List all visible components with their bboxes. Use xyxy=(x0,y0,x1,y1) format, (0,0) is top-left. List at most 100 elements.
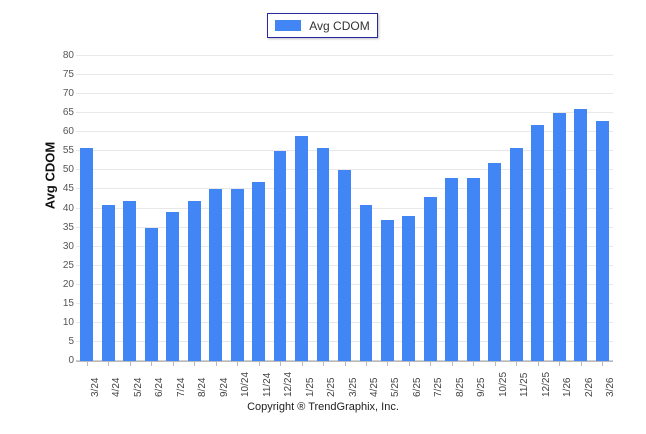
bar[interactable] xyxy=(552,113,566,361)
x-axis-tick xyxy=(237,361,239,366)
chart-legend[interactable]: Avg CDOM xyxy=(267,13,378,38)
x-axis-tick-label: 12/25 xyxy=(540,371,552,397)
x-axis-tick-label: 3/26 xyxy=(605,377,617,397)
bar[interactable] xyxy=(338,170,351,361)
y-axis-tick-label: 30 xyxy=(62,240,74,252)
x-axis-tick xyxy=(430,361,432,366)
x-axis-tick-label: 8/25 xyxy=(454,377,466,397)
bar[interactable] xyxy=(80,147,94,361)
x-axis-tick-label: 2/26 xyxy=(583,377,595,397)
x-axis-tick-label: 10/25 xyxy=(497,371,509,397)
bars-layer xyxy=(76,56,613,361)
x-axis-tick xyxy=(151,361,153,366)
x-axis-tick-label: 1/25 xyxy=(304,377,316,397)
x-axis-ticks xyxy=(76,361,613,366)
x-axis-tick xyxy=(344,361,346,366)
x-axis-tick xyxy=(129,361,131,366)
x-axis-tick-label: 8/24 xyxy=(197,377,209,397)
x-axis-tick-label: 1/26 xyxy=(562,377,574,397)
x-axis-tick-label: 7/25 xyxy=(433,377,445,397)
x-axis-tick-label: 7/24 xyxy=(175,377,187,397)
x-axis-tick xyxy=(559,361,561,366)
y-axis-tick-label: 40 xyxy=(62,202,74,214)
x-axis-tick xyxy=(108,361,110,366)
x-axis-tick xyxy=(494,361,496,366)
bar[interactable] xyxy=(574,109,588,361)
y-axis-tick-label: 45 xyxy=(62,183,74,195)
x-axis-tick xyxy=(258,361,260,366)
y-axis-tick-label: 60 xyxy=(62,126,74,138)
x-axis-tick-label: 5/25 xyxy=(390,377,402,397)
x-axis-tick xyxy=(215,361,217,366)
bar[interactable] xyxy=(509,147,523,361)
x-axis-tick-label: 3/25 xyxy=(347,377,359,397)
x-axis-tick-label: 2/25 xyxy=(326,377,338,397)
legend-label-avg-cdom: Avg CDOM xyxy=(309,18,370,33)
y-axis-tick-label: 15 xyxy=(62,297,74,309)
bar[interactable] xyxy=(144,227,158,361)
bar[interactable] xyxy=(531,124,545,361)
legend-color-swatch xyxy=(275,20,302,31)
bar[interactable] xyxy=(209,189,223,361)
bar[interactable] xyxy=(101,204,115,361)
x-axis-tick-label: 5/24 xyxy=(132,377,144,397)
y-axis-tick-label: 65 xyxy=(62,107,74,119)
bar[interactable] xyxy=(488,162,502,361)
x-axis-tick-label: 9/25 xyxy=(476,377,488,397)
x-axis-tick xyxy=(451,361,453,366)
y-axis-tick-label: 10 xyxy=(62,316,74,328)
x-axis-tick xyxy=(323,361,325,366)
bar[interactable] xyxy=(466,178,480,361)
x-axis-tick-label: 6/24 xyxy=(154,377,166,397)
x-axis-tick-label: 3/24 xyxy=(89,377,101,397)
x-axis-tick xyxy=(365,361,367,366)
plot-area xyxy=(76,55,613,361)
x-axis-tick xyxy=(194,361,196,366)
bar[interactable] xyxy=(402,216,416,361)
bar[interactable] xyxy=(252,181,265,361)
y-axis-tick-label: 0 xyxy=(68,355,74,366)
bar[interactable] xyxy=(445,178,459,361)
y-axis-tick-label: 80 xyxy=(62,50,74,61)
y-axis-tick-label: 50 xyxy=(62,164,74,176)
x-axis-tick xyxy=(387,361,389,366)
x-axis-tick xyxy=(408,361,410,366)
bar[interactable] xyxy=(230,189,244,361)
x-axis-tick xyxy=(602,361,604,366)
x-axis-tick-label: 6/25 xyxy=(411,377,423,397)
y-axis-tick-label: 70 xyxy=(62,88,74,100)
x-axis-tick xyxy=(172,361,174,366)
x-axis-tick-label: 11/25 xyxy=(519,372,531,397)
y-axis-tick-label: 55 xyxy=(62,145,74,157)
bar[interactable] xyxy=(166,212,180,361)
x-axis-tick-label: 11/24 xyxy=(261,372,273,397)
copyright-text: Copyright ® TrendGraphix, Inc. xyxy=(247,401,399,413)
x-axis-tick xyxy=(537,361,539,366)
x-axis-tick-labels: 3/24 4/24 5/24 6/24 7/24 8/24 9/24 10/24 11/24 12… xyxy=(76,367,617,399)
x-axis-tick xyxy=(280,361,282,366)
bar[interactable] xyxy=(273,151,287,361)
y-axis-tick-label: 75 xyxy=(62,69,74,81)
x-axis-tick xyxy=(86,361,88,366)
y-axis-tick-label: 20 xyxy=(62,278,74,290)
y-axis-tick-label: 35 xyxy=(62,221,74,233)
bar[interactable] xyxy=(123,200,137,361)
x-axis-tick xyxy=(516,361,518,366)
bar[interactable] xyxy=(316,147,330,361)
x-axis-tick-label: 4/24 xyxy=(111,377,123,397)
y-axis-tick-label: 5 xyxy=(68,335,74,347)
bar[interactable] xyxy=(359,204,373,361)
x-axis-tick xyxy=(301,361,303,366)
x-axis-tick-label: 9/24 xyxy=(218,377,230,397)
y-axis-tick-label: 25 xyxy=(62,259,74,271)
bar[interactable] xyxy=(595,120,609,361)
bar[interactable] xyxy=(423,197,437,361)
bar[interactable] xyxy=(381,219,394,361)
x-axis-tick xyxy=(580,361,582,366)
x-axis-tick-label: 4/25 xyxy=(368,377,380,397)
bar[interactable] xyxy=(295,136,308,361)
x-axis-tick-label: 10/24 xyxy=(240,371,252,397)
bar[interactable] xyxy=(187,200,201,361)
x-axis-tick-label: 12/24 xyxy=(283,371,295,397)
